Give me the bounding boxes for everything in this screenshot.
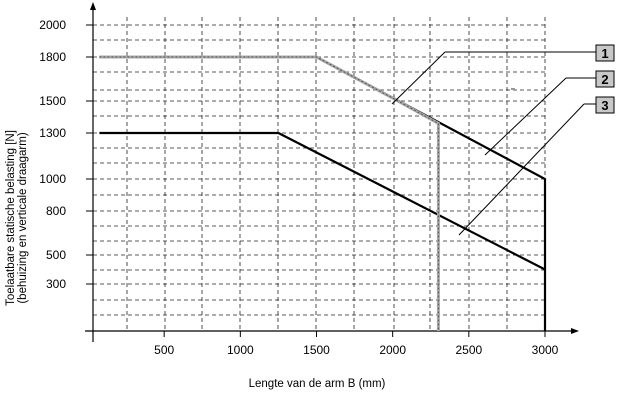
callout-number: 2 [601,72,608,87]
x-tick-label: 500 [154,343,174,357]
y-tick-label: 2000 [39,18,66,32]
y-tick-label: 1300 [39,126,66,140]
series-group [99,55,547,331]
callout-leader-diagonal [484,77,567,156]
tick-labels: 300 500 800 1000 1300 1500 1800 2000 500 1000 1500… [39,18,558,357]
callout-leader-diagonal [391,51,446,105]
x-axis-arrow [571,328,579,334]
y-axis-label-group: Toelaatbare statische belasting [N] (beh… [5,130,29,306]
series-1-line-dash [99,56,439,331]
x-tick-label: 1000 [227,343,254,357]
y-tick-label: 300 [46,277,66,291]
axes [85,2,579,342]
y-tick-label: 800 [46,204,66,218]
y-tick-label: 1000 [39,172,66,186]
series-1-line [99,55,440,331]
callout-leader-diagonal [458,103,585,236]
y-axis-label-line2: (behuizing en verticale draagarm) [17,132,29,303]
x-tick-label: 3000 [532,343,559,357]
callout-number: 1 [601,46,608,61]
callout-3: 3 [458,96,615,236]
callout-box-rect [595,70,615,88]
callout-number: 3 [601,98,608,113]
callout-1: 1 [391,44,615,105]
stray-mark [511,88,515,90]
callout-box-rect [595,96,615,114]
y-tick-label: 500 [46,248,66,262]
y-tick-label: 1500 [39,94,66,108]
callout-group: 1 2 3 [391,44,615,236]
callout-2: 2 [484,70,615,156]
series-2-line [99,55,547,331]
grid-lines [93,17,547,331]
y-axis-arrow [90,2,96,10]
y-axis-label-line1: Toelaatbare statische belasting [N] [5,130,17,306]
x-tick-label: 2500 [455,343,482,357]
series-3-line [99,131,546,271]
x-tick-label: 1500 [303,343,330,357]
x-tick-label: 2000 [379,343,406,357]
y-tick-label: 1800 [39,50,66,64]
x-axis-label: Lengte van de arm B (mm) [249,378,386,390]
callout-box-rect [595,44,615,62]
